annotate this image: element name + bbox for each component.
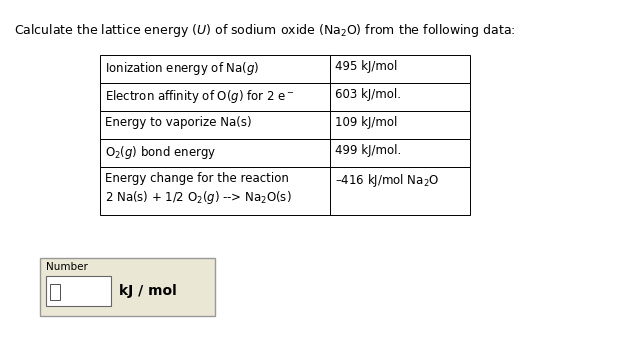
Text: Calculate the lattice energy ($\it{U}$) of sodium oxide (Na$_2$O) from the follo: Calculate the lattice energy ($\it{U}$) … [14,22,516,39]
Text: Electron affinity of O($\it{g}$) for 2 e$^-$: Electron affinity of O($\it{g}$) for 2 e… [105,88,295,105]
Text: 109 kJ/mol: 109 kJ/mol [335,116,398,129]
Bar [330,111,470,139]
Bar [330,139,470,167]
Bar [100,111,330,139]
Text: Energy change for the reaction
2 Na(s) + 1/2 O$_2$($\it{g}$) --> Na$_2$O(s): Energy change for the reaction 2 Na(s) +… [105,172,291,206]
Text: O$_2$($\it{g}$) bond energy: O$_2$($\it{g}$) bond energy [105,144,217,161]
Text: Energy to vaporize Na(s): Energy to vaporize Na(s) [105,116,251,129]
Text: Number: Number [46,262,88,272]
Bar [330,83,470,111]
Bar [100,167,330,215]
Bar [100,55,330,83]
Text: 603 kJ/mol.: 603 kJ/mol. [335,88,401,101]
Bar [40,258,215,316]
Bar [100,83,330,111]
Text: –416 kJ/mol Na$_2$O: –416 kJ/mol Na$_2$O [335,172,439,189]
Text: Ionization energy of Na($\it{g}$): Ionization energy of Na($\it{g}$) [105,60,260,77]
Text: 495 kJ/mol: 495 kJ/mol [335,60,398,73]
Bar [330,167,470,215]
Bar [50,284,60,300]
Bar [46,276,111,306]
Text: 499 kJ/mol.: 499 kJ/mol. [335,144,401,157]
Bar [330,55,470,83]
Bar [100,139,330,167]
Text: kJ / mol: kJ / mol [119,284,177,298]
